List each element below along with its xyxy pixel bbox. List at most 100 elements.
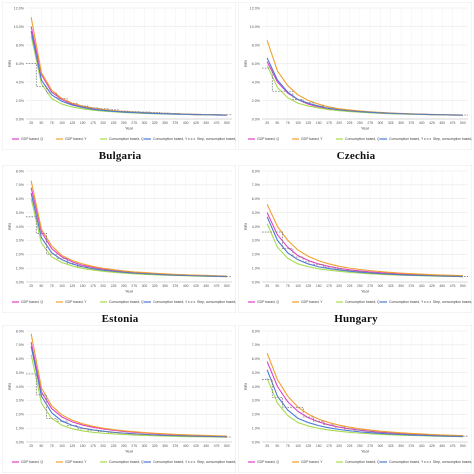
y-axis-title: RRI xyxy=(243,383,248,390)
x-tick-label: 175 xyxy=(326,284,332,288)
x-tick-label: 125 xyxy=(70,444,76,448)
x-tick-label: 500 xyxy=(460,444,466,448)
y-tick-label: 2.0% xyxy=(16,413,25,417)
x-tick-label: 400 xyxy=(419,284,425,288)
x-tick-label: 375 xyxy=(173,284,179,288)
legend-label: Consumption based, Y xyxy=(153,460,188,464)
x-tick-label: 225 xyxy=(111,444,117,448)
x-tick-label: 350 xyxy=(398,444,404,448)
y-tick-label: 2.0% xyxy=(16,99,25,103)
x-tick-label: 350 xyxy=(162,121,168,125)
x-tick-label: 400 xyxy=(419,444,425,448)
x-tick-label: 200 xyxy=(336,121,342,125)
x-tick-label: 475 xyxy=(450,444,456,448)
x-tick-label: 375 xyxy=(173,121,179,125)
x-tick-label: 300 xyxy=(142,121,148,125)
x-tick-label: 125 xyxy=(306,284,312,288)
chart-panel: 0.0% 2.0% 4.0% 6.0% 8.0% 10.0% 12.0% 25 50 75 100 1… xyxy=(2,2,238,150)
x-tick-label: 75 xyxy=(286,444,290,448)
x-tick-label: 200 xyxy=(100,284,106,288)
legend-label: Consumption based, Q xyxy=(109,460,144,464)
x-tick-label: 375 xyxy=(173,444,179,448)
y-tick-label: 2.0% xyxy=(16,253,25,257)
x-tick-label: 500 xyxy=(460,121,466,125)
x-tick-label: 150 xyxy=(80,121,86,125)
y-tick-label: 1.0% xyxy=(252,426,261,430)
y-tick-label: 12.0% xyxy=(250,6,261,10)
legend-label: GDP based, Y xyxy=(301,460,323,464)
y-axis-title: RRI xyxy=(7,223,12,230)
series-line xyxy=(266,352,463,437)
series-line xyxy=(262,379,468,437)
x-tick-label: 275 xyxy=(367,444,373,448)
x-tick-label: 325 xyxy=(388,284,394,288)
legend-label: GDP based, Q xyxy=(21,137,43,141)
x-tick-label: 275 xyxy=(367,121,373,125)
x-tick-label: 50 xyxy=(276,284,280,288)
x-tick-label: 400 xyxy=(183,444,189,448)
x-tick-label: 175 xyxy=(90,444,96,448)
x-tick-label: 450 xyxy=(439,284,445,288)
y-tick-label: 0.0% xyxy=(252,280,261,284)
chart-panel: 0.0% 1.0% 2.0% 3.0% 4.0% 5.0% 6.0% 7.0% 8.0% 25 50… xyxy=(2,165,238,313)
legend-label: GDP based, Q xyxy=(257,137,279,141)
x-tick-label: 50 xyxy=(40,444,44,448)
x-tick-label: 375 xyxy=(409,121,415,125)
y-tick-label: 5.0% xyxy=(252,371,261,375)
x-tick-label: 25 xyxy=(265,444,269,448)
x-tick-label: 325 xyxy=(388,121,394,125)
x-tick-label: 500 xyxy=(224,444,230,448)
x-tick-label: 425 xyxy=(193,284,199,288)
x-tick-label: 100 xyxy=(295,121,301,125)
legend-label: Step, consumption based, Y xyxy=(433,460,472,464)
legend-label: Consumption based, Y xyxy=(153,137,188,141)
x-tick-label: 100 xyxy=(59,444,65,448)
x-tick-label: 300 xyxy=(378,444,384,448)
y-tick-label: 8.0% xyxy=(16,43,25,47)
y-axis-title: RRI xyxy=(7,60,12,67)
y-tick-label: 4.0% xyxy=(252,80,261,84)
x-tick-label: 125 xyxy=(306,444,312,448)
x-tick-label: 25 xyxy=(29,121,33,125)
chart-frame xyxy=(238,325,472,473)
y-tick-label: 8.0% xyxy=(252,43,261,47)
x-axis-title: Year xyxy=(361,126,370,131)
legend-label: GDP based, Q xyxy=(21,460,43,464)
x-axis-title: Year xyxy=(361,449,370,454)
y-tick-label: 1.0% xyxy=(16,266,25,270)
x-tick-label: 250 xyxy=(357,121,363,125)
x-tick-label: 25 xyxy=(265,284,269,288)
y-tick-label: 1.0% xyxy=(16,426,25,430)
x-tick-label: 100 xyxy=(295,284,301,288)
y-tick-label: 5.0% xyxy=(252,211,261,215)
series-line xyxy=(262,67,468,116)
chart-frame xyxy=(2,2,236,150)
x-tick-label: 125 xyxy=(70,284,76,288)
x-tick-label: 150 xyxy=(80,444,86,448)
x-tick-label: 425 xyxy=(193,121,199,125)
series-line xyxy=(30,333,227,437)
legend-label: Consumption based, Y xyxy=(153,300,188,304)
chart-panel: 0.0% 1.0% 2.0% 3.0% 4.0% 5.0% 6.0% 7.0% 8.0% 25 50… xyxy=(2,325,238,473)
x-tick-label: 250 xyxy=(357,284,363,288)
x-tick-label: 450 xyxy=(439,444,445,448)
legend-label: GDP based, Y xyxy=(65,137,87,141)
y-tick-label: 7.0% xyxy=(252,343,261,347)
x-tick-label: 425 xyxy=(429,444,435,448)
x-axis-title: Year xyxy=(361,289,370,294)
y-tick-label: 6.0% xyxy=(16,62,25,66)
x-tick-label: 500 xyxy=(224,121,230,125)
y-tick-label: 7.0% xyxy=(16,343,25,347)
legend-label: Consumption based, Q xyxy=(109,300,144,304)
x-tick-label: 425 xyxy=(429,284,435,288)
y-tick-label: 0.0% xyxy=(16,440,25,444)
x-axis-title: Year xyxy=(125,449,134,454)
x-tick-label: 275 xyxy=(131,284,137,288)
legend-label: GDP based, Y xyxy=(301,300,323,304)
y-tick-label: 3.0% xyxy=(16,399,25,403)
x-tick-label: 175 xyxy=(90,121,96,125)
legend-label: GDP based, Y xyxy=(65,460,87,464)
x-tick-label: 325 xyxy=(152,284,158,288)
y-tick-label: 4.0% xyxy=(16,80,25,84)
x-tick-label: 500 xyxy=(224,284,230,288)
